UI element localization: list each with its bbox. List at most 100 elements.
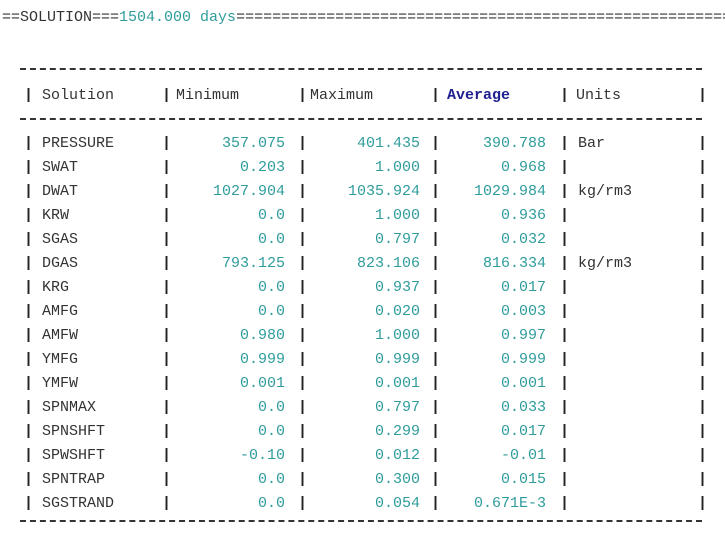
cell-separator: | bbox=[560, 135, 570, 152]
cell-separator: | bbox=[431, 495, 441, 512]
maximum-value: 0.797 bbox=[374, 231, 420, 248]
maximum-value: 0.797 bbox=[374, 399, 420, 416]
dash-rule bbox=[20, 118, 702, 120]
average-value: 0.936 bbox=[500, 207, 546, 224]
maximum-value: 0.299 bbox=[374, 423, 420, 440]
minimum-value: -0.10 bbox=[239, 447, 285, 464]
cell-separator: | bbox=[298, 351, 308, 368]
header-prefix: ==SOLUTION=== bbox=[2, 9, 120, 26]
average-value: 0.015 bbox=[500, 471, 546, 488]
minimum-value: 793.125 bbox=[221, 255, 285, 272]
maximum-value: 0.054 bbox=[374, 495, 420, 512]
cell-separator: | bbox=[560, 207, 570, 224]
column-header: Minimum bbox=[176, 87, 240, 104]
cell-separator: | bbox=[431, 159, 441, 176]
cell-separator: | bbox=[698, 351, 708, 368]
cell-separator: | bbox=[298, 231, 308, 248]
cell-separator: | bbox=[560, 87, 570, 104]
header-time: 1504.000 days bbox=[119, 9, 237, 26]
cell-separator: | bbox=[162, 303, 172, 320]
header-rule: ========================================… bbox=[236, 9, 725, 26]
maximum-value: 0.012 bbox=[374, 447, 420, 464]
minimum-value: 0.001 bbox=[239, 375, 285, 392]
minimum-value: 0.0 bbox=[257, 279, 285, 296]
cell-separator: | bbox=[24, 375, 34, 392]
cell-separator: | bbox=[431, 207, 441, 224]
cell-separator: | bbox=[560, 231, 570, 248]
units: Bar bbox=[578, 135, 606, 152]
cell-separator: | bbox=[431, 135, 441, 152]
cell-separator: | bbox=[560, 375, 570, 392]
average-value: 390.788 bbox=[482, 135, 546, 152]
cell-separator: | bbox=[560, 303, 570, 320]
row-name: DGAS bbox=[42, 255, 79, 272]
cell-separator: | bbox=[24, 351, 34, 368]
cell-separator: | bbox=[162, 495, 172, 512]
cell-separator: | bbox=[298, 159, 308, 176]
cell-separator: | bbox=[431, 423, 441, 440]
cell-separator: | bbox=[24, 207, 34, 224]
units: kg/rm3 bbox=[578, 183, 633, 200]
cell-separator: | bbox=[298, 183, 308, 200]
maximum-value: 1.000 bbox=[374, 159, 420, 176]
dash-rule bbox=[20, 68, 702, 70]
cell-separator: | bbox=[24, 159, 34, 176]
cell-separator: | bbox=[162, 471, 172, 488]
cell-separator: | bbox=[560, 255, 570, 272]
cell-separator: | bbox=[162, 159, 172, 176]
column-header: Maximum bbox=[310, 87, 374, 104]
units: kg/rm3 bbox=[578, 255, 633, 272]
cell-separator: | bbox=[24, 87, 34, 104]
cell-separator: | bbox=[698, 183, 708, 200]
cell-separator: | bbox=[162, 87, 172, 104]
cell-separator: | bbox=[698, 255, 708, 272]
cell-separator: | bbox=[560, 471, 570, 488]
maximum-value: 1.000 bbox=[374, 327, 420, 344]
cell-separator: | bbox=[560, 447, 570, 464]
average-value: 816.334 bbox=[482, 255, 546, 272]
cell-separator: | bbox=[162, 447, 172, 464]
cell-separator: | bbox=[698, 303, 708, 320]
minimum-value: 0.0 bbox=[257, 303, 285, 320]
cell-separator: | bbox=[24, 279, 34, 296]
minimum-value: 357.075 bbox=[221, 135, 285, 152]
average-value: 0.997 bbox=[500, 327, 546, 344]
average-value: 0.001 bbox=[500, 375, 546, 392]
cell-separator: | bbox=[431, 303, 441, 320]
maximum-value: 1.000 bbox=[374, 207, 420, 224]
cell-separator: | bbox=[298, 255, 308, 272]
cell-separator: | bbox=[162, 255, 172, 272]
cell-separator: | bbox=[24, 399, 34, 416]
cell-separator: | bbox=[560, 351, 570, 368]
cell-separator: | bbox=[431, 279, 441, 296]
cell-separator: | bbox=[698, 447, 708, 464]
cell-separator: | bbox=[162, 207, 172, 224]
minimum-value: 0.0 bbox=[257, 471, 285, 488]
cell-separator: | bbox=[431, 183, 441, 200]
average-value: 0.999 bbox=[500, 351, 546, 368]
average-value: 0.017 bbox=[500, 279, 546, 296]
cell-separator: | bbox=[431, 351, 441, 368]
row-name: SPNTRAP bbox=[42, 471, 106, 488]
cell-separator: | bbox=[24, 135, 34, 152]
row-name: KRW bbox=[42, 207, 70, 224]
cell-separator: | bbox=[162, 279, 172, 296]
row-name: SPNSHFT bbox=[42, 423, 106, 440]
average-value: 1029.984 bbox=[473, 183, 546, 200]
row-name: SPWSHFT bbox=[42, 447, 106, 464]
cell-separator: | bbox=[298, 375, 308, 392]
minimum-value: 0.980 bbox=[239, 327, 285, 344]
cell-separator: | bbox=[298, 399, 308, 416]
column-header: Solution bbox=[42, 87, 115, 104]
cell-separator: | bbox=[24, 447, 34, 464]
cell-separator: | bbox=[24, 183, 34, 200]
cell-separator: | bbox=[24, 303, 34, 320]
row-name: SPNMAX bbox=[42, 399, 97, 416]
maximum-value: 823.106 bbox=[356, 255, 420, 272]
cell-separator: | bbox=[24, 471, 34, 488]
cell-separator: | bbox=[431, 471, 441, 488]
minimum-value: 0.0 bbox=[257, 495, 285, 512]
row-name: YMFW bbox=[42, 375, 79, 392]
cell-separator: | bbox=[431, 231, 441, 248]
cell-separator: | bbox=[298, 207, 308, 224]
